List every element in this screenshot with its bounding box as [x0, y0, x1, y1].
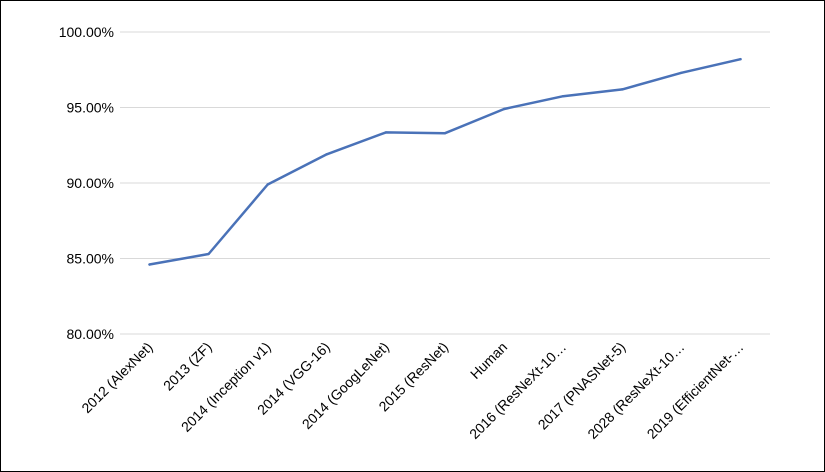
data-point [739, 57, 742, 61]
series-line [148, 57, 742, 266]
data-point [384, 131, 388, 134]
data-point [561, 94, 565, 98]
y-tick-label: 90.00% [67, 175, 114, 191]
y-tick-label: 85.00% [67, 251, 114, 267]
x-tick-label: 2012 (AlexNet) [78, 339, 155, 416]
series-group [148, 57, 742, 266]
data-point [207, 252, 210, 256]
data-point [325, 153, 329, 156]
data-point [621, 88, 624, 91]
y-axis-tick-labels: 80.00% 85.00% 90.00% 95.00% 100.00% [59, 24, 114, 342]
x-tick-label: 2016 (ResNeXt-10… [466, 339, 569, 442]
x-tick-label: 2019 (EfficientNet-… [644, 339, 747, 442]
data-point [266, 183, 269, 186]
y-tick-label: 95.00% [67, 100, 114, 116]
data-point [502, 107, 506, 111]
data-point [443, 131, 447, 135]
x-axis-tick-labels: 2012 (AlexNet) 2013 (ZF)2014 (Inception v… [78, 339, 746, 442]
x-tick-label: 2013 (ZF) [160, 339, 215, 394]
y-tick-label: 100.00% [59, 24, 114, 40]
x-tick-label: 2028 (ResNeXt-10… [584, 339, 687, 442]
data-point [148, 263, 151, 266]
data-point [680, 71, 683, 74]
x-tick-label: Human [467, 339, 510, 382]
gridlines [120, 31, 770, 335]
y-tick-label: 80.00% [67, 326, 114, 342]
